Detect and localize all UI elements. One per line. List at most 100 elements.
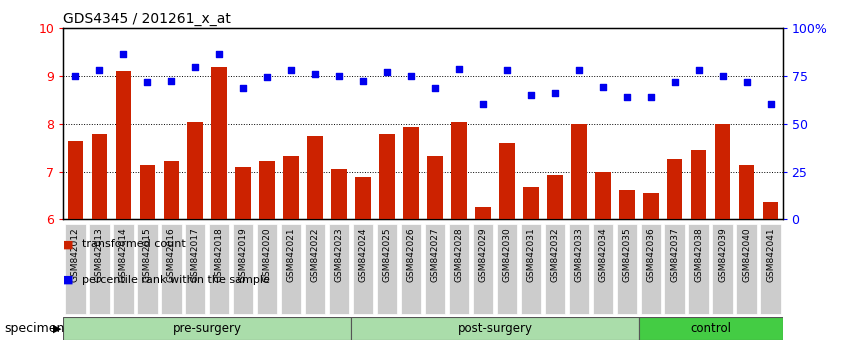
Point bbox=[261, 74, 274, 80]
Bar bbox=[571, 124, 586, 219]
FancyBboxPatch shape bbox=[329, 224, 349, 314]
Point bbox=[572, 68, 585, 73]
Text: GSM842041: GSM842041 bbox=[766, 227, 775, 282]
Point bbox=[692, 68, 706, 73]
Point bbox=[739, 79, 753, 85]
FancyBboxPatch shape bbox=[305, 224, 326, 314]
Point bbox=[524, 92, 537, 98]
Text: ■: ■ bbox=[63, 275, 74, 285]
Point bbox=[189, 64, 202, 69]
Point bbox=[548, 90, 562, 96]
Bar bbox=[475, 207, 491, 219]
FancyBboxPatch shape bbox=[617, 224, 637, 314]
Text: ▶: ▶ bbox=[53, 324, 62, 333]
Bar bbox=[763, 202, 778, 219]
Bar bbox=[379, 135, 395, 219]
Text: GSM842039: GSM842039 bbox=[718, 227, 727, 282]
Point bbox=[716, 73, 729, 79]
FancyBboxPatch shape bbox=[736, 224, 757, 314]
FancyBboxPatch shape bbox=[639, 317, 783, 340]
Text: GSM842037: GSM842037 bbox=[670, 227, 679, 282]
Text: control: control bbox=[690, 322, 731, 335]
Text: GSM842021: GSM842021 bbox=[287, 227, 295, 282]
FancyBboxPatch shape bbox=[281, 224, 301, 314]
Point bbox=[500, 68, 514, 73]
FancyBboxPatch shape bbox=[351, 317, 639, 340]
Bar bbox=[739, 165, 755, 219]
FancyBboxPatch shape bbox=[257, 224, 277, 314]
Bar bbox=[451, 121, 467, 219]
Bar bbox=[68, 141, 83, 219]
Point bbox=[764, 101, 777, 107]
Point bbox=[620, 94, 634, 99]
Point bbox=[236, 85, 250, 91]
Text: transformed count: transformed count bbox=[82, 239, 186, 249]
Point bbox=[452, 66, 465, 72]
Text: GSM842016: GSM842016 bbox=[167, 227, 176, 282]
FancyBboxPatch shape bbox=[520, 224, 541, 314]
FancyBboxPatch shape bbox=[545, 224, 565, 314]
Text: GSM842032: GSM842032 bbox=[551, 227, 559, 282]
Text: GSM842025: GSM842025 bbox=[382, 227, 392, 282]
Text: GSM842035: GSM842035 bbox=[623, 227, 631, 282]
Point bbox=[164, 78, 178, 84]
Point bbox=[140, 79, 154, 85]
FancyBboxPatch shape bbox=[353, 224, 373, 314]
FancyBboxPatch shape bbox=[89, 224, 110, 314]
Point bbox=[69, 73, 82, 79]
Bar bbox=[643, 193, 658, 219]
Text: GSM842027: GSM842027 bbox=[431, 227, 439, 282]
FancyBboxPatch shape bbox=[63, 317, 351, 340]
Bar bbox=[332, 169, 347, 219]
Point bbox=[356, 78, 370, 84]
Text: GSM842030: GSM842030 bbox=[503, 227, 511, 282]
Text: GSM842023: GSM842023 bbox=[335, 227, 343, 282]
Bar bbox=[140, 165, 155, 219]
Bar bbox=[188, 121, 203, 219]
FancyBboxPatch shape bbox=[161, 224, 182, 314]
Text: GSM842033: GSM842033 bbox=[574, 227, 583, 282]
FancyBboxPatch shape bbox=[664, 224, 685, 314]
FancyBboxPatch shape bbox=[233, 224, 254, 314]
Point bbox=[284, 68, 298, 73]
Point bbox=[212, 51, 226, 57]
Point bbox=[117, 51, 130, 57]
FancyBboxPatch shape bbox=[113, 224, 134, 314]
Bar bbox=[404, 127, 419, 219]
Text: GSM842028: GSM842028 bbox=[454, 227, 464, 282]
Text: GSM842024: GSM842024 bbox=[359, 227, 367, 282]
Bar bbox=[260, 161, 275, 219]
FancyBboxPatch shape bbox=[761, 224, 781, 314]
Point bbox=[308, 71, 321, 76]
Text: GSM842013: GSM842013 bbox=[95, 227, 104, 282]
Text: GSM842012: GSM842012 bbox=[71, 227, 80, 282]
Text: GSM842022: GSM842022 bbox=[310, 227, 320, 282]
Text: GSM842017: GSM842017 bbox=[191, 227, 200, 282]
Bar bbox=[235, 167, 251, 219]
FancyBboxPatch shape bbox=[137, 224, 157, 314]
FancyBboxPatch shape bbox=[425, 224, 445, 314]
Text: GSM842018: GSM842018 bbox=[215, 227, 223, 282]
Bar bbox=[523, 187, 539, 219]
FancyBboxPatch shape bbox=[592, 224, 613, 314]
Bar bbox=[427, 156, 442, 219]
Point bbox=[644, 94, 657, 99]
Text: GDS4345 / 201261_x_at: GDS4345 / 201261_x_at bbox=[63, 12, 231, 26]
Text: GSM842031: GSM842031 bbox=[526, 227, 536, 282]
Text: GSM842029: GSM842029 bbox=[479, 227, 487, 282]
Point bbox=[428, 85, 442, 91]
FancyBboxPatch shape bbox=[473, 224, 493, 314]
Point bbox=[332, 73, 346, 79]
FancyBboxPatch shape bbox=[712, 224, 733, 314]
FancyBboxPatch shape bbox=[65, 224, 85, 314]
Bar bbox=[691, 150, 706, 219]
Text: GSM842038: GSM842038 bbox=[695, 227, 703, 282]
Bar bbox=[715, 124, 730, 219]
Bar bbox=[91, 135, 107, 219]
Text: post-surgery: post-surgery bbox=[458, 322, 532, 335]
FancyBboxPatch shape bbox=[185, 224, 206, 314]
Text: ■: ■ bbox=[63, 239, 74, 249]
Text: specimen: specimen bbox=[4, 322, 64, 335]
Point bbox=[596, 84, 609, 90]
Bar bbox=[212, 67, 227, 219]
